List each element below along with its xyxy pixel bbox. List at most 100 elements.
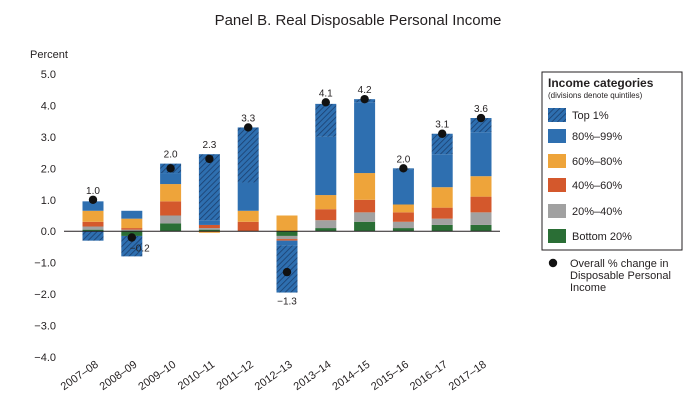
bar-segment — [315, 195, 337, 210]
bar-segment — [354, 212, 376, 222]
bar-segment — [470, 212, 492, 225]
bar-segment — [431, 224, 453, 232]
data-label: 4.2 — [358, 85, 372, 96]
bar-segment — [160, 184, 182, 202]
legend-dot-label: Income — [570, 282, 606, 294]
overall-dot — [166, 164, 175, 173]
bar-segment — [276, 215, 298, 232]
bar-segment — [198, 154, 220, 221]
overall-dot — [127, 233, 136, 242]
x-tick-label: 2013–14 — [292, 359, 334, 393]
bar-segment — [198, 231, 220, 233]
legend-swatch — [548, 178, 566, 192]
x-tick-label: 2017–18 — [447, 359, 489, 393]
data-label: −0.2 — [130, 244, 150, 255]
overall-dot — [282, 267, 292, 277]
bar-segment — [82, 229, 104, 232]
data-label: 3.1 — [435, 120, 449, 131]
bar-segment — [470, 132, 492, 177]
y-tick-label: 2.0 — [41, 163, 56, 175]
bar-segment — [392, 204, 414, 213]
y-tick-label: −3.0 — [34, 321, 56, 333]
x-tick-label: 2012–13 — [253, 359, 295, 393]
legend-swatch — [548, 108, 566, 122]
x-tick-label: 2010–11 — [176, 359, 217, 393]
overall-dot — [88, 195, 98, 204]
bar-segment — [276, 239, 298, 241]
data-label: 2.3 — [202, 140, 216, 151]
legend-item-label: Top 1% — [572, 110, 609, 122]
bar-segment — [354, 221, 376, 232]
bar-segment — [431, 187, 453, 208]
data-label: −1.3 — [277, 297, 297, 308]
bar-segment — [160, 201, 182, 216]
bar-segment — [431, 218, 453, 225]
chart-title: Panel B. Real Disposable Personal Income — [215, 12, 502, 29]
bar-segment — [276, 231, 298, 236]
bar-segment — [160, 173, 182, 185]
legend-swatch — [548, 129, 566, 143]
legend-item-label: 60%–80% — [572, 156, 622, 168]
overall-dot — [476, 113, 486, 123]
bar-segment — [470, 118, 492, 133]
bar-segment — [82, 221, 104, 227]
overall-dot — [321, 98, 330, 107]
bar-segment — [315, 228, 337, 232]
legend-item-label: 80%–99% — [572, 131, 622, 143]
bar-segment — [237, 182, 259, 211]
bar-segment — [198, 220, 220, 225]
overall-dot — [244, 123, 253, 132]
bar-segment — [121, 235, 143, 257]
data-label: 1.0 — [86, 186, 100, 197]
data-label: 3.6 — [474, 104, 488, 115]
y-tick-label: −2.0 — [34, 289, 56, 301]
legend-subtitle: (divisions denote quintiles) — [548, 91, 643, 100]
bar-segment — [392, 212, 414, 222]
bar-segment — [470, 224, 492, 232]
x-tick-label: 2014–15 — [330, 359, 372, 393]
y-tick-label: 3.0 — [41, 132, 56, 144]
legend-dot-label: Overall % change in — [570, 258, 668, 270]
overall-dot — [205, 154, 214, 164]
data-label: 2.0 — [164, 150, 178, 161]
bar-segment — [82, 231, 104, 241]
bar-segment — [198, 229, 220, 232]
y-tick-label: −4.0 — [34, 352, 56, 364]
x-tick-label: 2009–10 — [136, 359, 178, 393]
bar-segment — [431, 207, 453, 219]
bar-segment — [354, 199, 376, 213]
bar-segment — [121, 229, 143, 232]
legend-dot — [548, 258, 558, 268]
bar-segment — [82, 226, 104, 230]
bar-segment — [431, 154, 453, 188]
bar-segment — [431, 133, 453, 155]
bar-segment — [315, 220, 337, 229]
y-axis-label: Percent — [30, 49, 68, 61]
data-label: 4.1 — [319, 88, 333, 99]
legend-box — [541, 71, 683, 251]
bar-segment — [315, 136, 337, 196]
bar-segment — [470, 196, 492, 213]
legend-title: Income categories — [548, 76, 654, 90]
x-tick-label: 2007–08 — [59, 359, 101, 393]
legend-swatch — [548, 154, 566, 168]
y-tick-label: −1.0 — [34, 258, 56, 270]
data-label: 3.3 — [241, 113, 255, 124]
x-tick-label: 2008–09 — [98, 359, 140, 393]
bar-segment — [121, 210, 143, 219]
overall-dot — [399, 164, 408, 173]
bar-segment — [198, 224, 220, 229]
bar-segment — [237, 127, 259, 183]
bar-segment — [121, 228, 143, 230]
legend-swatch — [548, 229, 566, 243]
overall-dot — [360, 94, 369, 104]
bar-segment — [354, 102, 376, 174]
bar-segment — [276, 240, 298, 246]
x-tick-label: 2011–12 — [215, 359, 256, 393]
legend-swatch — [548, 204, 566, 218]
y-tick-label: 0.0 — [41, 226, 56, 238]
legend-item-label: Bottom 20% — [572, 231, 632, 243]
x-tick-label: 2016–17 — [408, 359, 450, 393]
